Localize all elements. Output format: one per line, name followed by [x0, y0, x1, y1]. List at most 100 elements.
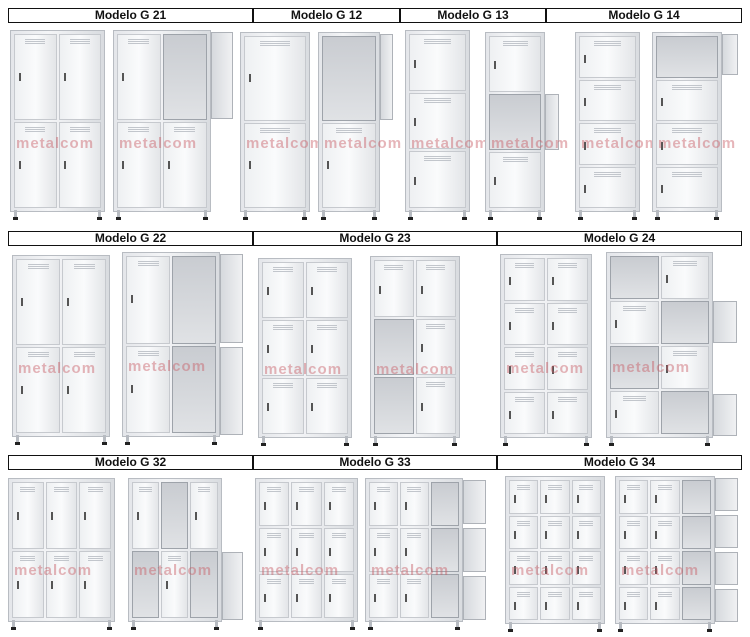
open-door-panel [715, 589, 738, 622]
handle-icon [404, 547, 407, 556]
handle-icon [166, 581, 169, 590]
vent-icon [516, 520, 531, 526]
locker-body [255, 478, 358, 622]
locker-door [262, 378, 304, 434]
locker-door [323, 482, 354, 526]
open-door-panel [221, 552, 243, 620]
locker-body [240, 32, 310, 212]
vent-icon [502, 41, 528, 46]
locker-body [505, 476, 605, 624]
locker-open-image [485, 32, 559, 220]
handle-icon [420, 402, 423, 411]
vent-icon [407, 487, 421, 492]
locker-leg [707, 622, 712, 632]
open-door-panel [713, 300, 738, 343]
locker-door [262, 262, 304, 318]
locker-leg [537, 210, 542, 220]
vent-icon [73, 352, 95, 357]
handle-icon [414, 118, 416, 127]
open-compartment [162, 34, 207, 120]
locker-door [162, 122, 207, 208]
open-door-panel [463, 480, 486, 524]
locker-leg [125, 435, 130, 445]
vent-icon [514, 396, 535, 402]
vent-icon [423, 39, 452, 44]
locker-open-image [318, 32, 394, 220]
locker-open-image [365, 478, 486, 630]
locker-leg [714, 210, 720, 220]
handle-icon [584, 185, 586, 194]
handle-icon [655, 495, 658, 504]
handle-icon [311, 403, 313, 412]
open-door-panel [722, 34, 739, 75]
locker-closed-image [575, 32, 640, 220]
handle-icon [509, 366, 511, 375]
open-compartment [161, 482, 189, 549]
handle-icon [552, 277, 554, 286]
locker-door [579, 79, 636, 121]
open-door-panel [220, 346, 243, 435]
handle-icon [414, 176, 416, 185]
locker-door [509, 586, 539, 620]
handle-icon [576, 566, 579, 575]
locker-open-image [122, 252, 243, 445]
locker-door [504, 302, 545, 345]
handle-icon [576, 495, 579, 504]
locker-body [12, 255, 110, 437]
vent-icon [25, 39, 46, 44]
vent-icon [622, 306, 646, 311]
handle-icon [661, 98, 663, 107]
locker-door [323, 574, 354, 618]
locker-door [126, 345, 171, 433]
handle-icon [624, 530, 626, 539]
locker-door [62, 347, 106, 433]
locker-door [660, 256, 710, 299]
locker-body [318, 32, 380, 212]
locker-closed-image [12, 255, 110, 445]
locker-closed-image [258, 258, 352, 446]
vent-icon [557, 263, 578, 268]
handle-icon [545, 601, 548, 610]
vent-icon [593, 171, 622, 177]
locker-leg [597, 622, 602, 632]
locker-door [650, 551, 680, 585]
handle-icon [624, 495, 626, 504]
locker-leg [632, 210, 637, 220]
locker-door [14, 122, 57, 208]
locker-door [369, 574, 398, 618]
vent-icon [626, 520, 641, 526]
open-door-panel [545, 94, 559, 150]
handle-icon [584, 141, 586, 150]
locker-door [571, 480, 601, 514]
locker-door [489, 36, 541, 92]
vent-icon [299, 487, 314, 492]
handle-icon [576, 530, 579, 539]
handle-icon [584, 98, 586, 107]
locker-leg [584, 436, 589, 446]
handle-icon [21, 297, 23, 306]
locker-door [62, 259, 106, 345]
handle-icon [328, 501, 331, 510]
locker-leg [107, 620, 112, 630]
handle-icon [615, 320, 617, 329]
locker-body [575, 32, 640, 212]
vent-icon [548, 591, 562, 597]
handle-icon [552, 321, 554, 330]
handle-icon [615, 410, 617, 419]
vent-icon [673, 351, 697, 356]
vent-icon [622, 396, 646, 401]
open-compartment [660, 301, 710, 344]
locker-door [244, 36, 306, 121]
locker-leg [213, 620, 219, 630]
locker-leg [102, 435, 107, 445]
handle-icon [379, 285, 381, 294]
locker-closed-image [505, 476, 605, 632]
vent-icon [260, 128, 290, 133]
handle-icon [514, 530, 516, 539]
open-compartment [430, 482, 460, 526]
locker-door [399, 482, 429, 526]
handle-icon [661, 185, 663, 194]
vent-icon [27, 352, 49, 357]
handle-icon [514, 601, 516, 610]
locker-leg [321, 210, 326, 220]
